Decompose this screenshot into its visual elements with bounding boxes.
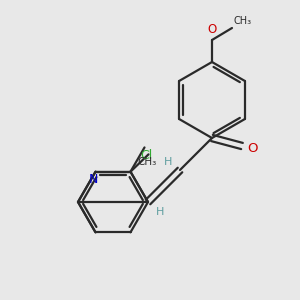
Text: CH₃: CH₃ <box>137 158 156 167</box>
Text: O: O <box>247 142 257 154</box>
Text: H: H <box>156 207 164 217</box>
Text: H: H <box>164 157 172 167</box>
Text: CH₃: CH₃ <box>234 16 252 26</box>
Text: N: N <box>89 173 98 186</box>
Text: O: O <box>207 23 217 36</box>
Text: Cl: Cl <box>140 149 153 162</box>
